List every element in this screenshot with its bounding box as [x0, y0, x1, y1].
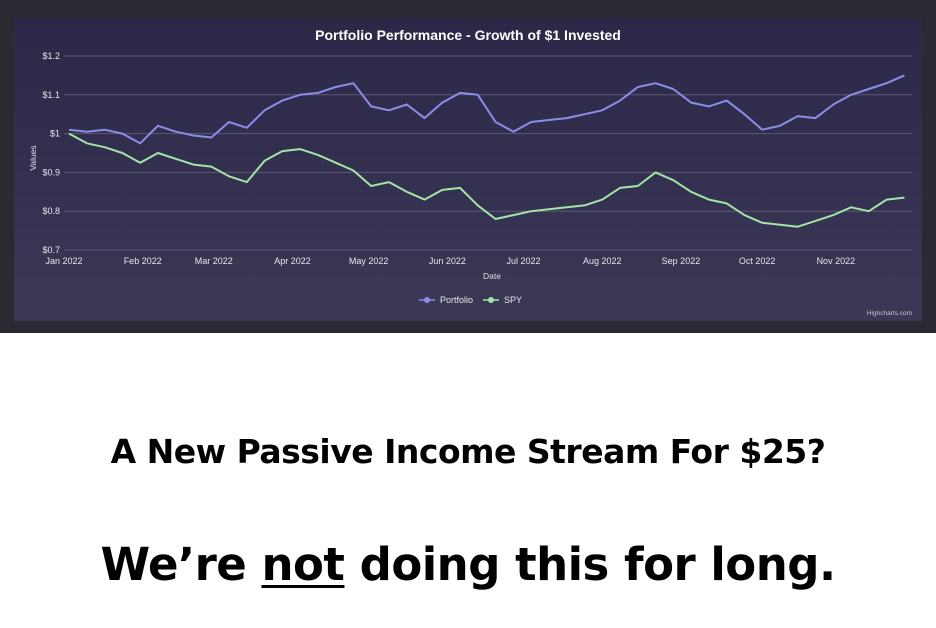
legend-item-portfolio[interactable]: Portfolio: [419, 295, 473, 305]
grid: [64, 55, 912, 251]
x-tick-label: Apr 2022: [274, 256, 311, 266]
x-tick-label: Jan 2022: [45, 256, 82, 266]
legend-marker-spy: [488, 297, 494, 303]
legend-label-spy: SPY: [504, 295, 522, 305]
chart-panel: Portfolio Performance - Growth of $1 Inv…: [14, 18, 922, 321]
y-tick-label: $0.8: [42, 206, 60, 216]
y-tick-label: $1.1: [42, 90, 60, 100]
y-axis-title: Values: [28, 145, 38, 170]
y-tick-label: $1: [50, 129, 60, 139]
x-tick-label: Oct 2022: [739, 256, 776, 266]
headline-subtitle: We’re not doing this for long.: [0, 538, 936, 591]
x-tick-label: Mar 2022: [195, 256, 233, 266]
performance-chart: Portfolio Performance - Growth of $1 Inv…: [28, 27, 912, 317]
y-tick-label: $1.2: [42, 51, 60, 61]
legend-item-spy[interactable]: SPY: [483, 295, 522, 305]
series-line-portfolio[interactable]: [68, 74, 905, 145]
y-axis-ticks: $0.7 $0.8 $0.9 $1 $1.1 $1.2: [42, 51, 60, 255]
x-tick-label: Jun 2022: [429, 256, 466, 266]
highcharts-credit-link[interactable]: Highcharts.com: [867, 310, 912, 317]
x-tick-label: May 2022: [349, 256, 389, 266]
x-axis-title: Date: [483, 271, 501, 281]
legend[interactable]: Portfolio SPY: [419, 295, 522, 305]
chart-title: Portfolio Performance - Growth of $1 Inv…: [315, 27, 621, 43]
headline-title: A New Passive Income Stream For $25?: [110, 432, 826, 471]
y-tick-label: $0.9: [42, 167, 60, 177]
legend-marker-portfolio: [424, 297, 430, 303]
headline-subtitle-start: We’re: [100, 538, 262, 591]
x-tick-label: Jul 2022: [507, 256, 541, 266]
headline-subtitle-emphasis: not: [261, 538, 345, 591]
x-tick-label: Nov 2022: [817, 256, 856, 266]
x-axis-ticks: Jan 2022 Feb 2022 Mar 2022 Apr 2022 May 2022…: [45, 256, 855, 266]
series-lines: [68, 74, 905, 228]
headline-subtitle-end: doing this for long.: [344, 538, 836, 591]
x-tick-label: Aug 2022: [583, 256, 622, 266]
legend-label-portfolio: Portfolio: [440, 295, 473, 305]
series-line-spy[interactable]: [68, 132, 905, 228]
x-tick-label: Sep 2022: [662, 256, 701, 266]
y-tick-label: $0.7: [42, 245, 60, 255]
x-tick-label: Feb 2022: [124, 256, 162, 266]
